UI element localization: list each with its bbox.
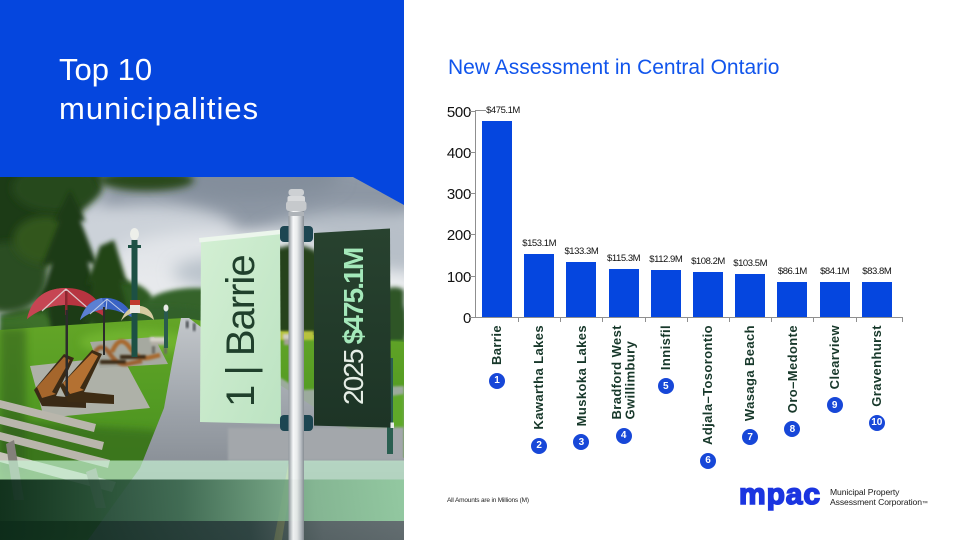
svg-text:1 | Barrie: 1 | Barrie — [219, 255, 263, 407]
svg-text:2025 $475.1M: 2025 $475.1M — [338, 248, 369, 405]
